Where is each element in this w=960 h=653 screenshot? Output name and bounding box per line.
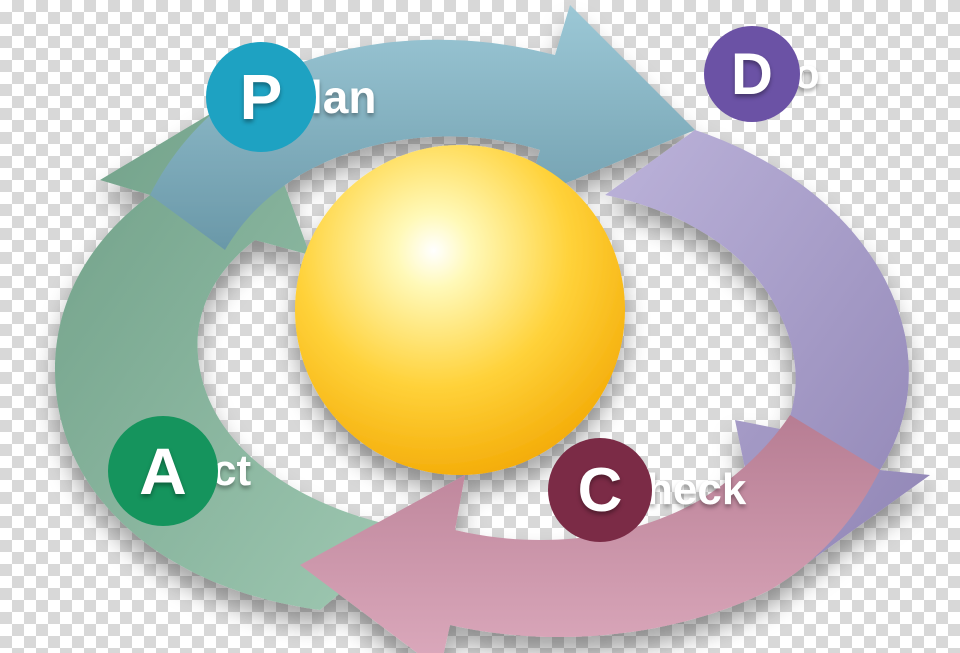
do-initial: D bbox=[731, 41, 773, 108]
plan-badge: P bbox=[206, 42, 316, 152]
act-initial: A bbox=[139, 433, 187, 509]
plan-initial: P bbox=[240, 60, 283, 134]
center-sphere bbox=[295, 145, 625, 475]
check-badge: C bbox=[548, 438, 652, 542]
act-label: A ct bbox=[108, 416, 251, 526]
check-initial: C bbox=[578, 455, 623, 526]
check-label: C heck bbox=[548, 438, 746, 542]
plan-label: P lan bbox=[206, 42, 376, 152]
act-badge: A bbox=[108, 416, 218, 526]
check-rest: heck bbox=[646, 468, 746, 512]
plan-rest: lan bbox=[310, 74, 376, 120]
do-label: D o bbox=[704, 26, 820, 122]
do-badge: D bbox=[704, 26, 800, 122]
pdca-cycle-diagram: P lan D o C heck A ct bbox=[0, 0, 960, 653]
